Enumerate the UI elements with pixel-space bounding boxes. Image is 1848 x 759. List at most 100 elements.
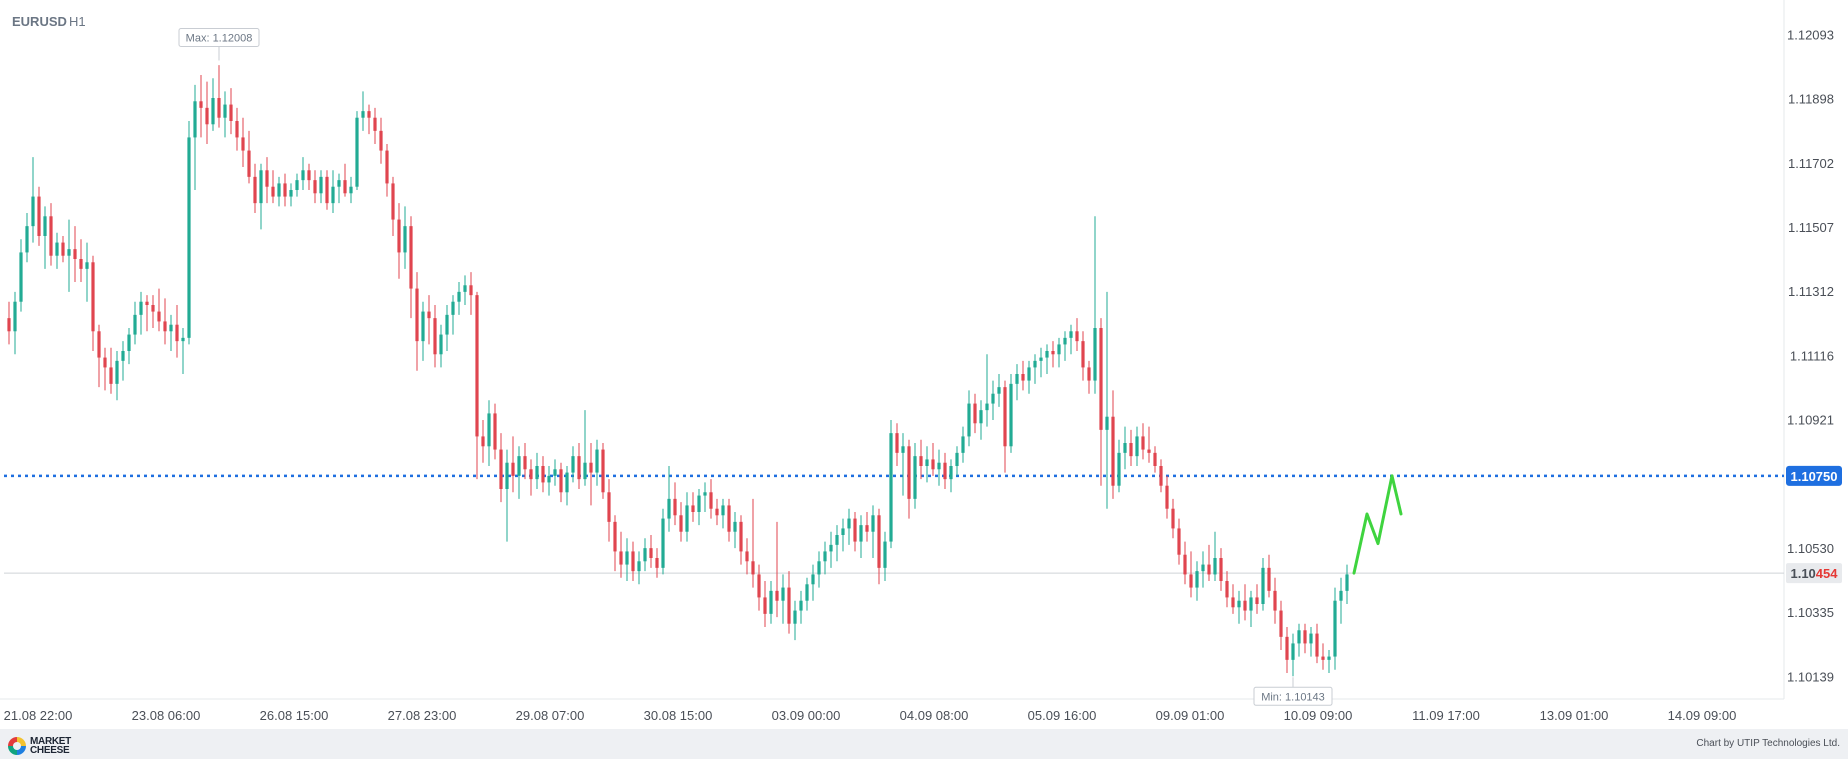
candle — [361, 91, 365, 131]
candle-body — [313, 180, 317, 194]
candle-body — [799, 600, 803, 611]
candle-body — [19, 252, 23, 302]
candle — [1129, 429, 1133, 466]
candle-body — [991, 393, 995, 404]
candle — [679, 502, 683, 542]
candle — [691, 492, 695, 522]
candle-body — [217, 98, 221, 118]
candle — [541, 456, 545, 493]
candle — [1327, 650, 1331, 673]
candle — [1141, 423, 1145, 460]
candle — [439, 324, 443, 368]
candle — [853, 512, 857, 552]
candle — [73, 226, 77, 282]
candle — [205, 81, 209, 144]
candle-body — [805, 584, 809, 601]
candle — [55, 232, 59, 269]
candle-body — [793, 610, 797, 624]
candle — [931, 443, 935, 476]
candle-body — [7, 318, 11, 332]
candle — [631, 541, 635, 581]
candle-body — [1213, 558, 1217, 575]
chart-credit: Chart by UTIP Technologies Ltd. — [1696, 738, 1840, 749]
candle — [1201, 551, 1205, 588]
candle — [319, 170, 323, 204]
candle — [895, 423, 899, 466]
candle-body — [1243, 600, 1247, 611]
candle — [799, 590, 803, 624]
candle-body — [343, 180, 347, 194]
candle-body — [703, 492, 707, 496]
candle — [1075, 318, 1079, 351]
candle — [1033, 354, 1037, 384]
candlestick-chart: EURUSD H1 1.120931.118981.117021.115071.… — [0, 0, 1842, 723]
candle — [979, 400, 983, 440]
brand-logo[interactable]: MARKET CHEESE — [8, 737, 71, 756]
candle-body — [271, 186, 275, 197]
time-axis: 21.08 22:00 23.08 06:00 26.08 15:00 27.08 2… — [4, 708, 1737, 723]
candle-body — [73, 249, 77, 259]
candle-body — [901, 446, 905, 453]
candle-body — [379, 130, 383, 151]
candle — [265, 157, 269, 204]
candle-body — [403, 226, 407, 253]
candle-body — [1063, 337, 1067, 345]
candle — [1081, 331, 1085, 381]
candle — [655, 548, 659, 578]
candle — [793, 600, 797, 641]
min-label-box — [1253, 686, 1333, 706]
candle — [127, 328, 131, 365]
candle-body — [1207, 564, 1211, 575]
candle-body — [589, 462, 593, 473]
candle-body — [61, 242, 65, 256]
candle-body — [253, 176, 257, 204]
candle-body — [601, 449, 605, 493]
candle — [619, 531, 623, 578]
candle-body — [997, 387, 1001, 394]
x-tick-label: 05.09 16:00 — [1028, 708, 1097, 723]
candle-body — [751, 561, 755, 575]
candle — [1015, 364, 1019, 401]
candle — [1261, 558, 1265, 611]
candle — [889, 420, 893, 549]
candle — [1219, 548, 1223, 591]
candle — [1243, 584, 1247, 621]
candle-body — [865, 525, 869, 532]
candle-body — [457, 291, 461, 302]
candle — [217, 65, 221, 128]
max-label: Max: 1.12008 — [186, 33, 253, 45]
candle-body — [829, 544, 833, 552]
max-marker: Max: 1.12008 — [178, 28, 260, 61]
candle — [1291, 633, 1295, 677]
candle-body — [391, 183, 395, 220]
candle-body — [1171, 508, 1175, 529]
candle-body — [1267, 567, 1271, 591]
candle-body — [961, 436, 965, 453]
candle — [61, 236, 65, 263]
candle — [967, 390, 971, 447]
candle-body — [1033, 360, 1037, 368]
candle-body — [583, 462, 587, 480]
candle — [1273, 577, 1277, 624]
candle — [1225, 571, 1229, 608]
candle-body — [757, 574, 761, 598]
candle-body — [175, 324, 179, 342]
candle-body — [1165, 485, 1169, 509]
price-axis: 1.12093 1.11898 1.11702 1.11507 1.11312 1.111… — [1787, 28, 1834, 685]
candle — [811, 564, 815, 601]
candle — [943, 452, 947, 489]
candle — [1165, 475, 1169, 519]
candle — [301, 157, 305, 190]
candle-body — [349, 186, 353, 194]
candle-body — [985, 403, 989, 411]
candle-body — [679, 515, 683, 532]
candle — [847, 508, 851, 545]
candle — [343, 163, 347, 197]
candle-body — [847, 518, 851, 529]
candle — [1147, 426, 1151, 463]
candle-body — [949, 466, 953, 480]
candle — [109, 347, 113, 394]
candle — [91, 255, 95, 351]
candle-body — [541, 466, 545, 483]
candle — [379, 117, 383, 164]
